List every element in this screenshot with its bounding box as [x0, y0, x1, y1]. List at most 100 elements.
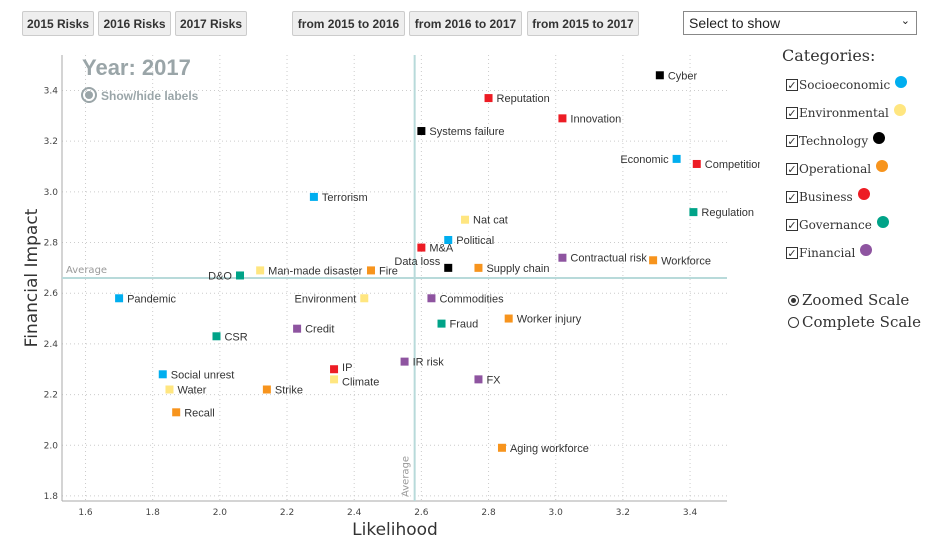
risk-view-button[interactable]: 2016 Risks — [98, 11, 171, 36]
data-point[interactable] — [158, 370, 167, 379]
y-tick-label: 2.6 — [44, 289, 59, 299]
checkbox[interactable]: ✓ — [786, 247, 798, 260]
checkbox[interactable]: ✓ — [786, 191, 798, 204]
select-to-show-dropdown[interactable]: Select to show ⌄ — [683, 11, 917, 35]
data-point[interactable] — [504, 314, 513, 323]
data-point[interactable] — [649, 256, 658, 265]
year-label: Year: 2017 — [82, 55, 191, 80]
y-tick-label: 2.2 — [44, 391, 58, 401]
data-point-label: Fraud — [450, 319, 479, 331]
checkbox[interactable]: ✓ — [786, 107, 798, 120]
data-point-label: IR risk — [413, 357, 445, 369]
data-point-label: Regulation — [701, 207, 754, 219]
legend-label: Technology — [799, 134, 869, 148]
data-point[interactable] — [212, 332, 221, 341]
data-point[interactable] — [655, 71, 664, 80]
data-point-label: CSR — [224, 331, 247, 343]
checkbox[interactable]: ✓ — [786, 135, 798, 148]
risk-view-button[interactable]: from 2015 to 2017 — [527, 11, 639, 36]
data-point[interactable] — [461, 215, 470, 224]
category-color-dot — [860, 244, 873, 256]
data-point-label: Fire — [379, 265, 398, 277]
data-point[interactable] — [165, 385, 174, 394]
x-tick-label: 2.6 — [414, 508, 429, 518]
data-point-label: Nat cat — [473, 215, 508, 227]
data-point[interactable] — [360, 294, 369, 303]
x-axis-title: Likelihood — [352, 520, 438, 536]
data-point[interactable] — [330, 375, 339, 384]
risk-view-button[interactable]: from 2016 to 2017 — [409, 11, 522, 36]
data-point[interactable] — [262, 385, 271, 394]
legend-label: Governance — [799, 218, 872, 232]
x-tick-label: 1.6 — [78, 508, 93, 518]
toggle-dot-icon — [85, 91, 93, 99]
chevron-down-icon: ⌄ — [900, 15, 910, 27]
data-point-label: Climate — [342, 376, 379, 388]
data-point[interactable] — [400, 357, 409, 366]
data-point[interactable] — [558, 253, 567, 262]
scale-radio[interactable]: Complete Scale — [782, 311, 921, 333]
data-point[interactable] — [672, 154, 681, 163]
data-point[interactable] — [330, 365, 339, 374]
radio-button[interactable] — [788, 294, 799, 306]
legend-item-business[interactable]: ✓ Business — [782, 183, 921, 211]
data-point[interactable] — [474, 375, 483, 384]
data-point[interactable] — [497, 443, 506, 452]
radio-button[interactable] — [788, 316, 799, 328]
data-point[interactable] — [366, 266, 375, 275]
legend-item-socioeconomic[interactable]: ✓ Socioeconomic — [782, 71, 921, 99]
data-point[interactable] — [309, 192, 318, 201]
data-point-label: Strike — [275, 385, 303, 397]
data-point[interactable] — [558, 114, 567, 123]
data-point-label: M&A — [429, 243, 454, 255]
checkbox[interactable]: ✓ — [786, 219, 798, 232]
legend: Categories: ✓ Socioeconomic ✓ Environmental… — [782, 46, 921, 333]
legend-item-operational[interactable]: ✓ Operational — [782, 155, 921, 183]
data-point[interactable] — [293, 324, 302, 333]
checkbox[interactable]: ✓ — [786, 163, 798, 176]
data-point[interactable] — [115, 294, 124, 303]
y-tick-label: 3.4 — [44, 86, 59, 96]
data-point-label: Cyber — [668, 70, 698, 82]
scatter-chart: 1.6 1.8 2.0 2.2 2.4 2.6 2.8 3.0 3.2 3.4 1.8 2.0 2.2 2… — [22, 55, 760, 536]
category-color-dot — [895, 76, 908, 88]
data-point-label: Innovation — [570, 113, 621, 125]
data-point[interactable] — [417, 127, 426, 136]
scale-label: Complete Scale — [802, 313, 921, 331]
data-point[interactable] — [427, 294, 436, 303]
y-tick-label: 1.8 — [44, 492, 59, 502]
legend-item-technology[interactable]: ✓ Technology — [782, 127, 921, 155]
legend-item-financial[interactable]: ✓ Financial — [782, 239, 921, 267]
risk-view-button[interactable]: 2017 Risks — [175, 11, 247, 36]
x-tick-label: 1.8 — [146, 508, 161, 518]
y-tick-label: 3.2 — [44, 137, 58, 147]
x-tick-label: 2.0 — [213, 508, 228, 518]
show-hide-labels-toggle[interactable]: Show/hide labels — [101, 89, 199, 103]
average-label: Average — [401, 456, 412, 497]
average-label: Average — [66, 265, 107, 276]
risk-view-button[interactable]: from 2015 to 2016 — [292, 11, 405, 36]
legend-item-environmental[interactable]: ✓ Environmental — [782, 99, 921, 127]
data-point[interactable] — [444, 263, 453, 272]
data-point[interactable] — [437, 319, 446, 328]
x-tick-label: 3.0 — [549, 508, 564, 518]
category-color-dot — [873, 132, 886, 144]
risk-view-button[interactable]: 2015 Risks — [22, 11, 94, 36]
show-labels-toggle-icon[interactable] — [81, 87, 97, 103]
data-point[interactable] — [256, 266, 265, 275]
data-point[interactable] — [236, 271, 245, 280]
data-point-label: Pandemic — [127, 293, 176, 305]
scale-radio[interactable]: Zoomed Scale — [782, 289, 921, 311]
checkbox[interactable]: ✓ — [786, 79, 798, 92]
y-axis-title: Financial Impact — [22, 208, 42, 347]
data-point[interactable] — [484, 94, 493, 103]
legend-item-governance[interactable]: ✓ Governance — [782, 211, 921, 239]
data-point[interactable] — [692, 159, 701, 168]
data-point[interactable] — [474, 263, 483, 272]
data-point-label: Social unrest — [171, 369, 235, 381]
data-point[interactable] — [417, 243, 426, 252]
data-point[interactable] — [172, 408, 181, 417]
data-point[interactable] — [444, 235, 453, 244]
data-point-label: Recall — [184, 407, 215, 419]
data-point[interactable] — [689, 208, 698, 217]
